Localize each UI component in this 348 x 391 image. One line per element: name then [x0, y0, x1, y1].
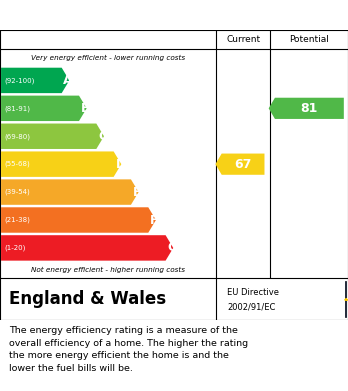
Polygon shape	[1, 179, 139, 205]
Text: (81-91): (81-91)	[4, 105, 30, 111]
Text: C: C	[98, 130, 107, 143]
Polygon shape	[1, 151, 121, 177]
Polygon shape	[269, 98, 344, 119]
Polygon shape	[1, 68, 69, 93]
Text: (69-80): (69-80)	[4, 133, 30, 140]
Text: 67: 67	[235, 158, 252, 170]
Text: E: E	[133, 186, 141, 199]
Text: Not energy efficient - higher running costs: Not energy efficient - higher running co…	[31, 267, 185, 273]
Polygon shape	[1, 207, 156, 233]
Text: Energy Efficiency Rating: Energy Efficiency Rating	[9, 7, 230, 23]
Text: Current: Current	[226, 35, 260, 44]
Text: EU Directive: EU Directive	[227, 288, 279, 297]
Text: 2002/91/EC: 2002/91/EC	[227, 303, 275, 312]
Polygon shape	[215, 154, 264, 175]
Polygon shape	[1, 235, 173, 261]
Text: England & Wales: England & Wales	[9, 290, 166, 308]
Text: 81: 81	[301, 102, 318, 115]
Text: F: F	[150, 213, 158, 226]
Text: (92-100): (92-100)	[4, 77, 34, 84]
Text: B: B	[81, 102, 90, 115]
Polygon shape	[1, 124, 104, 149]
Text: (39-54): (39-54)	[4, 189, 30, 196]
Text: D: D	[116, 158, 126, 170]
Text: A: A	[63, 74, 73, 87]
Text: G: G	[167, 241, 177, 255]
Polygon shape	[1, 96, 87, 121]
Text: (55-68): (55-68)	[4, 161, 30, 167]
Text: (21-38): (21-38)	[4, 217, 30, 223]
Text: Potential: Potential	[289, 35, 329, 44]
Text: Very energy efficient - lower running costs: Very energy efficient - lower running co…	[31, 54, 185, 61]
Text: (1-20): (1-20)	[4, 245, 25, 251]
Bar	[345, 282, 346, 317]
Text: The energy efficiency rating is a measure of the
overall efficiency of a home. T: The energy efficiency rating is a measur…	[9, 326, 248, 373]
